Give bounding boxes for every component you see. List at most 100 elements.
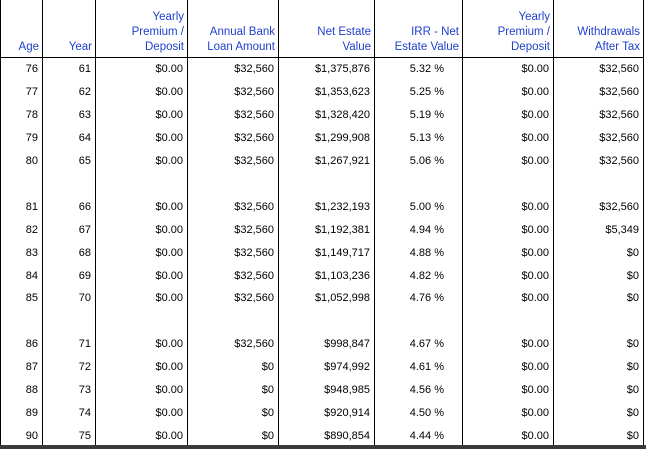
cell-age: 77 (0, 80, 43, 104)
cell-year: 69 (42, 264, 96, 288)
cell-yearly-premium-deposit: $0.00 (95, 103, 188, 127)
spacer-cell (42, 172, 96, 196)
cell-irr-net-estate-value: 5.25 % (374, 80, 463, 104)
header-yearly-premium-deposit: Yearly Premium / Deposit (95, 0, 188, 58)
cell-yearly-premium-deposit-2: $0.00 (462, 195, 554, 219)
table-row: 85 70 $0.00 $32,560 $1,052,998 4.76 % $0.00 $0 (0, 287, 644, 310)
spacer-cell (187, 172, 279, 196)
cell-withdrawals-after-tax: $0 (553, 332, 644, 356)
cell-withdrawals-after-tax: $0 (553, 241, 644, 265)
cell-yearly-premium-deposit-2: $0.00 (462, 332, 554, 356)
cell-withdrawals-after-tax: $0 (553, 401, 644, 425)
header-line: IRR - Net (411, 26, 459, 38)
header-line: After Tax (594, 41, 640, 53)
spacer-cell (95, 309, 188, 333)
cell-year: 68 (42, 241, 96, 265)
cell-net-estate-value: $1,267,921 (278, 149, 375, 173)
cell-irr-net-estate-value: 5.06 % (374, 149, 463, 173)
cell-yearly-premium-deposit: $0.00 (95, 287, 188, 310)
cell-net-estate-value: $1,103,236 (278, 264, 375, 288)
spacer-cell (374, 172, 463, 196)
cell-yearly-premium-deposit: $0.00 (95, 126, 188, 150)
cell-annual-bank-loan-amount: $0 (187, 401, 279, 425)
cell-annual-bank-loan-amount: $32,560 (187, 57, 279, 81)
cell-year: 64 (42, 126, 96, 150)
table-row: 76 61 $0.00 $32,560 $1,375,876 5.32 % $0.00 $32… (0, 57, 644, 81)
cell-withdrawals-after-tax: $0 (553, 378, 644, 402)
cell-annual-bank-loan-amount: $32,560 (187, 332, 279, 356)
cell-year: 66 (42, 195, 96, 219)
cell-irr-net-estate-value: 4.76 % (374, 287, 463, 310)
cell-yearly-premium-deposit-2: $0.00 (462, 401, 554, 425)
group-spacer-row (0, 309, 644, 333)
header-line: Deposit (511, 41, 550, 53)
table-row: 79 64 $0.00 $32,560 $1,299,908 5.13 % $0.00 $32… (0, 126, 644, 150)
header-line: Yearly (518, 11, 550, 23)
header-line: Age (18, 41, 39, 53)
header-age: Age (0, 0, 43, 58)
header-line: Annual Bank (209, 26, 275, 38)
cell-age: 79 (0, 126, 43, 150)
bottom-scroll-edge (0, 445, 646, 449)
header-line: Net Estate (317, 26, 371, 38)
table-row: 77 62 $0.00 $32,560 $1,353,623 5.25 % $0.00 $32… (0, 80, 644, 104)
cell-age: 89 (0, 401, 43, 425)
header-irr-net-estate-value: IRR - Net Estate Value (374, 0, 463, 58)
cell-year: 73 (42, 378, 96, 402)
cell-irr-net-estate-value: 4.50 % (374, 401, 463, 425)
cell-yearly-premium-deposit-2: $0.00 (462, 218, 554, 242)
cell-annual-bank-loan-amount: $0 (187, 355, 279, 379)
cell-annual-bank-loan-amount: $32,560 (187, 126, 279, 150)
cell-yearly-premium-deposit: $0.00 (95, 57, 188, 81)
cell-yearly-premium-deposit: $0.00 (95, 241, 188, 265)
cell-irr-net-estate-value: 4.56 % (374, 378, 463, 402)
cell-year: 63 (42, 103, 96, 127)
spacer-cell (553, 309, 644, 333)
cell-irr-net-estate-value: 4.88 % (374, 241, 463, 265)
cell-withdrawals-after-tax: $32,560 (553, 195, 644, 219)
spacer-cell (278, 172, 375, 196)
cell-year: 72 (42, 355, 96, 379)
cell-yearly-premium-deposit: $0.00 (95, 401, 188, 425)
cell-net-estate-value: $920,914 (278, 401, 375, 425)
table-row: 90 75 $0.00 $0 $890,854 4.44 % $0.00 $0 (0, 424, 644, 449)
cell-withdrawals-after-tax: $0 (553, 264, 644, 288)
cell-yearly-premium-deposit-2: $0.00 (462, 103, 554, 127)
cell-annual-bank-loan-amount: $32,560 (187, 264, 279, 288)
cell-yearly-premium-deposit-2: $0.00 (462, 126, 554, 150)
cell-yearly-premium-deposit: $0.00 (95, 80, 188, 104)
spacer-cell (553, 172, 644, 196)
cell-year: 71 (42, 332, 96, 356)
cell-yearly-premium-deposit-2: $0.00 (462, 287, 554, 310)
cell-annual-bank-loan-amount: $0 (187, 378, 279, 402)
cell-age: 87 (0, 355, 43, 379)
table-row: 80 65 $0.00 $32,560 $1,267,921 5.06 % $0.00 $32… (0, 149, 644, 173)
cell-age: 76 (0, 57, 43, 81)
cell-irr-net-estate-value: 5.13 % (374, 126, 463, 150)
spacer-cell (95, 172, 188, 196)
table-row: 86 71 $0.00 $32,560 $998,847 4.67 % $0.00 $0 (0, 332, 644, 356)
cell-net-estate-value: $1,192,381 (278, 218, 375, 242)
cell-withdrawals-after-tax: $0 (553, 355, 644, 379)
table-row: 78 63 $0.00 $32,560 $1,328,420 5.19 % $0.00 $32… (0, 103, 644, 127)
cell-net-estate-value: $890,854 (278, 424, 375, 449)
cell-withdrawals-after-tax: $32,560 (553, 57, 644, 81)
table-row: 81 66 $0.00 $32,560 $1,232,193 5.00 % $0.00 $32… (0, 195, 644, 219)
cell-yearly-premium-deposit-2: $0.00 (462, 149, 554, 173)
cell-year: 65 (42, 149, 96, 173)
cell-yearly-premium-deposit: $0.00 (95, 378, 188, 402)
header-line: Value (342, 41, 371, 53)
cell-annual-bank-loan-amount: $32,560 (187, 149, 279, 173)
header-line: Deposit (145, 41, 184, 53)
cell-irr-net-estate-value: 4.44 % (374, 424, 463, 449)
spacer-cell (0, 172, 43, 196)
cell-year: 74 (42, 401, 96, 425)
cell-net-estate-value: $998,847 (278, 332, 375, 356)
cell-age: 80 (0, 149, 43, 173)
cell-age: 88 (0, 378, 43, 402)
cell-annual-bank-loan-amount: $32,560 (187, 80, 279, 104)
table-header: Age Year Yearly Premium / Deposit Annual Bank… (0, 0, 644, 58)
spacer-cell (374, 309, 463, 333)
